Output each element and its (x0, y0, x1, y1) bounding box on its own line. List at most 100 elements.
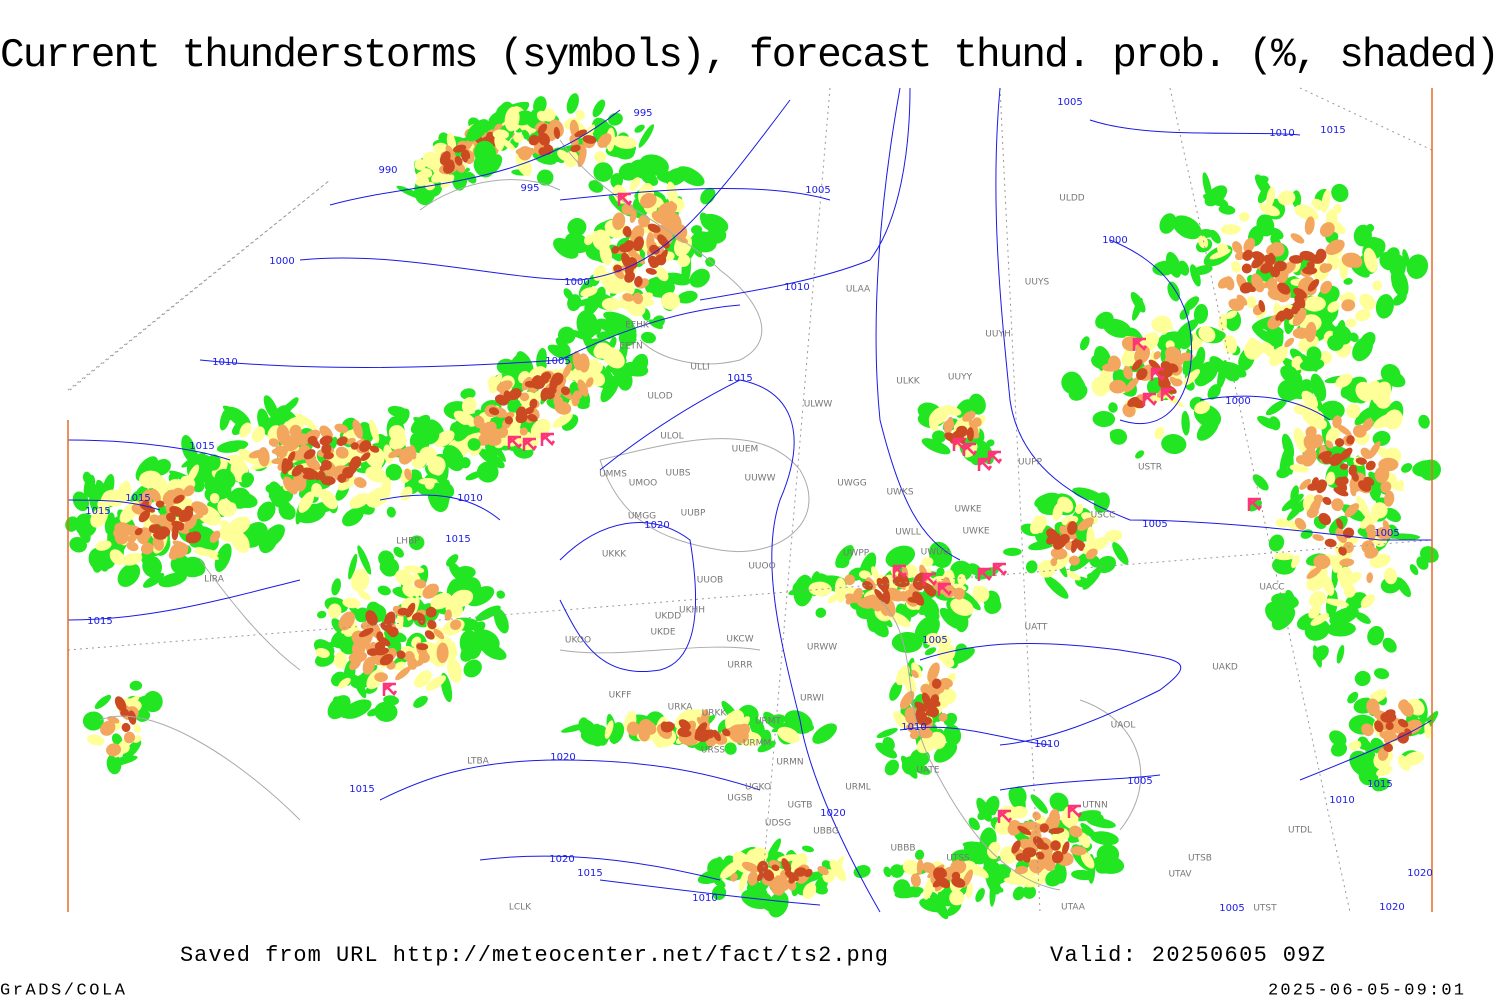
shade-cell (610, 173, 624, 189)
shade-cell (1338, 546, 1347, 556)
shade-cell (303, 449, 316, 460)
shade-cell (316, 610, 327, 619)
shade-cell (941, 405, 962, 416)
shade-cell (916, 736, 934, 754)
isobar-label: 1005 (805, 185, 830, 196)
shade-cell (280, 503, 296, 520)
shade-cell (858, 570, 871, 580)
shade-cell (760, 729, 772, 749)
shade-cell (1059, 525, 1070, 537)
shade-cell (1045, 869, 1064, 887)
shade-cell (566, 93, 579, 114)
shade-cell (1367, 625, 1385, 646)
shade-cell (1365, 223, 1375, 233)
shade-cell (1365, 524, 1376, 534)
station-label: UUEM (732, 445, 759, 455)
shade-cell (1077, 517, 1094, 531)
shade-cell (1067, 521, 1078, 535)
shade-cell (424, 630, 435, 640)
shade-cell (1396, 577, 1412, 598)
shade-cell (714, 856, 723, 875)
shade-cell (446, 657, 462, 683)
shade-cell (712, 729, 721, 742)
shade-cell (720, 860, 741, 879)
shade-cell (1152, 260, 1177, 276)
shade-cell (1317, 419, 1328, 430)
shade-cell (898, 591, 909, 602)
isobar-label: 1005 (922, 635, 947, 646)
station-label: URSS (701, 746, 726, 756)
shade-cell (1380, 481, 1392, 494)
shade-cell (1123, 366, 1133, 380)
shade-cell (975, 888, 985, 903)
shade-cell (875, 742, 898, 759)
isobar-label: 990 (378, 165, 397, 176)
shade-cell (1402, 249, 1410, 268)
shade-cell (629, 210, 637, 223)
shade-cell (1238, 212, 1250, 222)
shade-cell (152, 459, 171, 476)
isobar-label: 1010 (212, 357, 237, 368)
shade-cell (634, 124, 645, 133)
shade-cell (1308, 591, 1326, 608)
shade-cell (1374, 720, 1384, 733)
shade-cell (1066, 571, 1081, 581)
shade-cell (976, 797, 992, 822)
shade-cell (214, 468, 236, 489)
shade-cell (1256, 175, 1269, 184)
shade-cell (1289, 254, 1304, 264)
station-label: UBBG (813, 827, 839, 837)
shade-cell (536, 169, 554, 186)
shade-cell (257, 501, 276, 522)
shade-cell (1050, 557, 1058, 567)
shade-cell (431, 459, 445, 476)
station-label: UAOL (1111, 721, 1136, 731)
shade-cell (557, 326, 576, 344)
isobar-label: 1000 (1225, 396, 1250, 407)
shade-cell (880, 576, 890, 593)
shade-cell (1165, 346, 1182, 363)
shade-cell (335, 446, 349, 459)
shade-cell (899, 690, 915, 710)
shade-cell (553, 237, 579, 259)
shade-cell (1418, 414, 1430, 429)
shade-cell (1319, 400, 1345, 421)
shade-cell (1269, 241, 1285, 257)
shade-cell (117, 563, 141, 587)
shade-cell (927, 662, 940, 683)
shade-cell (1159, 213, 1177, 234)
shade-cell (1127, 396, 1140, 407)
shade-cell (1249, 339, 1265, 355)
shade-cell (624, 271, 636, 283)
isobar-label: 995 (633, 108, 652, 119)
shade-cell (1359, 511, 1381, 529)
shade-cell (594, 151, 606, 163)
shade-cell (1080, 851, 1095, 869)
probability-shading (65, 93, 1442, 920)
shade-cell (467, 438, 481, 451)
isobar-label: 1020 (550, 752, 575, 763)
shade-cell (1223, 335, 1238, 354)
shade-cell (207, 454, 221, 471)
station-label: URWW (807, 643, 837, 653)
station-label: ULOD (647, 392, 672, 402)
shade-cell (1112, 542, 1129, 565)
shade-cell (524, 407, 534, 415)
isobar-label: 1005 (545, 356, 570, 367)
shade-cell (1058, 533, 1070, 545)
isobar-label: 1015 (1320, 125, 1345, 136)
shade-cell (414, 670, 432, 688)
shade-cell (802, 882, 817, 900)
shade-cell (812, 723, 837, 744)
shade-cell (655, 266, 669, 282)
isobar-label: 1015 (577, 868, 602, 879)
shade-cell (553, 126, 561, 140)
shade-cell (623, 240, 635, 251)
shade-cell (350, 442, 359, 450)
shade-cell (575, 110, 585, 121)
shade-cell (817, 865, 829, 876)
shade-cell (584, 234, 594, 246)
shade-cell (95, 540, 112, 551)
shade-cell (427, 619, 437, 630)
shade-cell (352, 419, 363, 439)
